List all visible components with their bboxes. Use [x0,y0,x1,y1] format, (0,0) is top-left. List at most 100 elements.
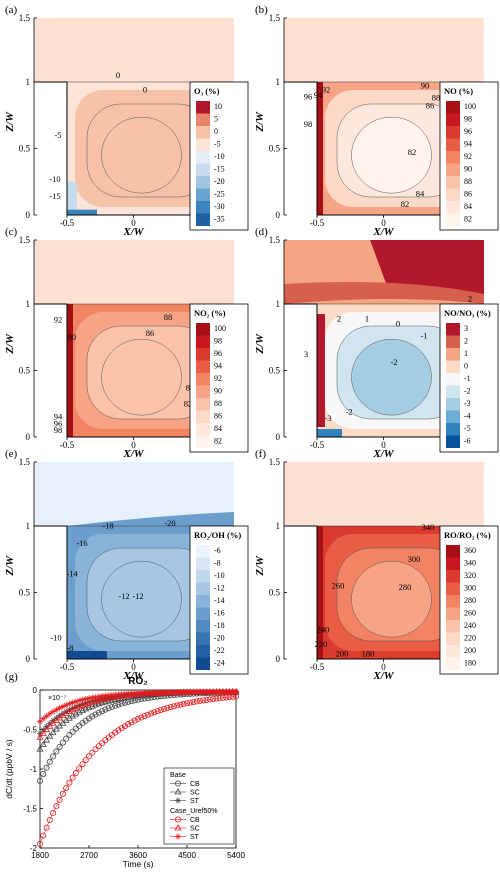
upstream-building [34,82,67,215]
y-tick-label: 1.5 [269,235,281,245]
x-tick-label: -0.5 [310,440,325,450]
data-point [175,797,181,804]
y-axis-label: Z/W [254,333,266,355]
legend: NO/NO₃ (%) 3 2 1 0 -1 -2 -3 -4 -5 -6 [439,303,499,453]
legend-label: 96 [214,349,222,358]
legend-label: 84 [214,424,222,433]
legend-swatch [196,138,210,151]
legend-title: RO₂/OH (%) [194,530,241,540]
series-caseuref50-st [37,688,239,725]
contour-label: 92 [322,85,331,95]
legend-label: 220 [464,634,476,643]
y-tick-label: 0.5 [269,144,281,154]
legend-swatch [446,163,460,176]
data-point [46,758,53,765]
y-tick-label: 1.5 [269,13,281,23]
legend-swatch [446,570,460,583]
legend-swatch [446,620,460,633]
x-tick-label: -0.5 [310,662,325,672]
data-point [174,824,182,831]
legend-swatch [446,545,460,558]
data-point [157,706,164,713]
legend-swatch [446,360,460,373]
contour-label: 86 [426,101,435,111]
y-tick-label: 1.5 [19,235,31,245]
legend-label: 260 [464,609,476,618]
data-point [79,761,86,768]
legend-label: 5 [214,115,218,124]
data-point [39,740,47,747]
contour-label: 200 [336,648,349,658]
y-tick-label: 1 [276,299,281,309]
y-tick-label: 0 [26,654,31,664]
x-tick-label: -0.5 [310,218,325,228]
y-tick-label: 0.5 [269,588,281,598]
wall-band [317,314,325,427]
data-point [174,788,182,795]
legend-label: 0 [214,127,218,136]
contour-label: 0 [143,85,147,95]
legend-label: CB [190,817,200,824]
y-tick-label: -1 [30,765,38,774]
legend-swatch [196,398,210,411]
legend-label: 88 [214,399,222,408]
y-tick-label: 1 [26,77,31,87]
data-point [206,696,213,703]
contour-label: -15 [49,191,60,201]
contour-core [351,116,432,194]
data-point [95,743,102,750]
freestream-region [34,18,234,82]
panel-letter: (d) [255,226,268,238]
x-tick-label: -0.5 [60,440,75,450]
legend-swatch [196,423,210,436]
x-tick-label: 3600 [129,851,147,860]
legend-swatch [196,582,210,595]
y-tick-label: 0 [276,432,281,442]
shear-layer [284,281,484,304]
contour-label: 0 [396,319,400,329]
legend-swatch [446,151,460,164]
x-tick-label: 5400 [227,851,245,860]
data-point [174,702,181,709]
legend-label: 86 [464,190,472,199]
data-point [43,764,50,771]
legend: O₃ (%) 10 5 0 -5 -10 -15 -20 -25 -30 -35 [189,81,249,231]
contour-label: 98 [304,119,313,129]
wall-band [317,82,323,215]
legend-swatch [196,410,210,423]
legend-label: -18 [214,621,225,630]
panel-letter: (a) [5,4,18,16]
legend-swatch [446,645,460,658]
data-point [131,717,138,724]
x-tick-label: 0 [381,662,386,672]
legend-swatch [196,607,210,620]
data-point [46,817,53,824]
data-point [89,749,96,756]
data-point [95,709,102,716]
contour-core [101,116,182,194]
data-point [180,700,187,707]
legend-swatch [446,113,460,126]
data-point [43,725,51,733]
legend-label: -2 [464,387,471,396]
legend-swatch [196,335,210,348]
legend-label: 82 [464,215,472,224]
contour-label: -10 [50,632,61,642]
contour-label: 96 [304,91,313,101]
contour-label: 94 [314,90,323,100]
legend: NO (%) 100 98 96 94 92 90 88 86 84 82 [439,81,499,231]
y-tick-label: 0.5 [19,588,31,598]
series-line [39,696,237,845]
contour-label: -20 [164,518,175,528]
y-tick-label: 1 [276,521,281,531]
contour-label: 260 [332,581,345,591]
legend-label: -8 [214,559,221,568]
legend-label: 280 [464,596,476,605]
contour-core [351,338,432,416]
legend-label: 2 [464,337,468,346]
y-tick-label: 1.5 [19,13,31,23]
legend-swatch [446,595,460,608]
legend: NO₂ (%) 100 98 96 94 92 90 88 86 84 82 [189,303,249,453]
legend-label: 86 [214,412,222,421]
data-point [154,708,161,715]
